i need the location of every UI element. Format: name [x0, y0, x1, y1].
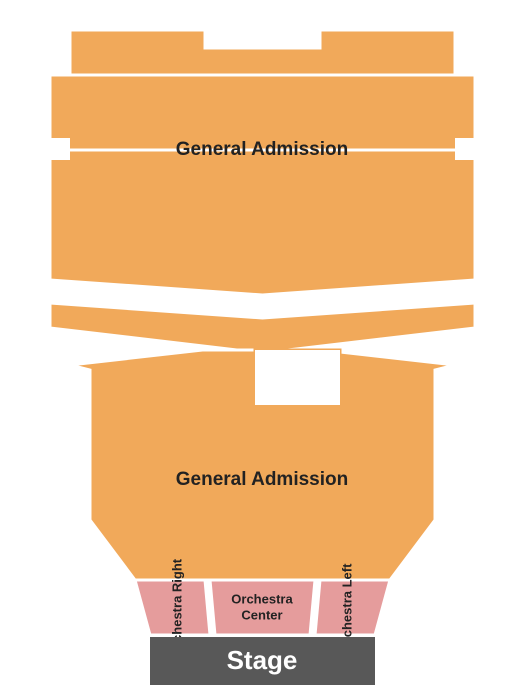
floor-ga-label: General Admission	[176, 469, 348, 490]
balcony-tier3[interactable]	[50, 150, 475, 295]
balcony-tier1[interactable]	[70, 30, 455, 75]
orch-center-label-2: Center	[241, 607, 282, 622]
seating-svg: General Admission General Admission Orches…	[0, 0, 525, 700]
stage-label: Stage	[227, 645, 298, 675]
floor-cutout-inner	[255, 350, 340, 405]
aisle-right-2	[455, 148, 477, 160]
orch-center-label-1: Orchestra	[231, 591, 293, 606]
aisle-left-2	[48, 148, 70, 160]
seating-chart: General Admission General Admission Orches…	[0, 0, 525, 700]
balcony-ga-label: General Admission	[176, 139, 348, 160]
balcony-band[interactable]	[50, 303, 475, 353]
